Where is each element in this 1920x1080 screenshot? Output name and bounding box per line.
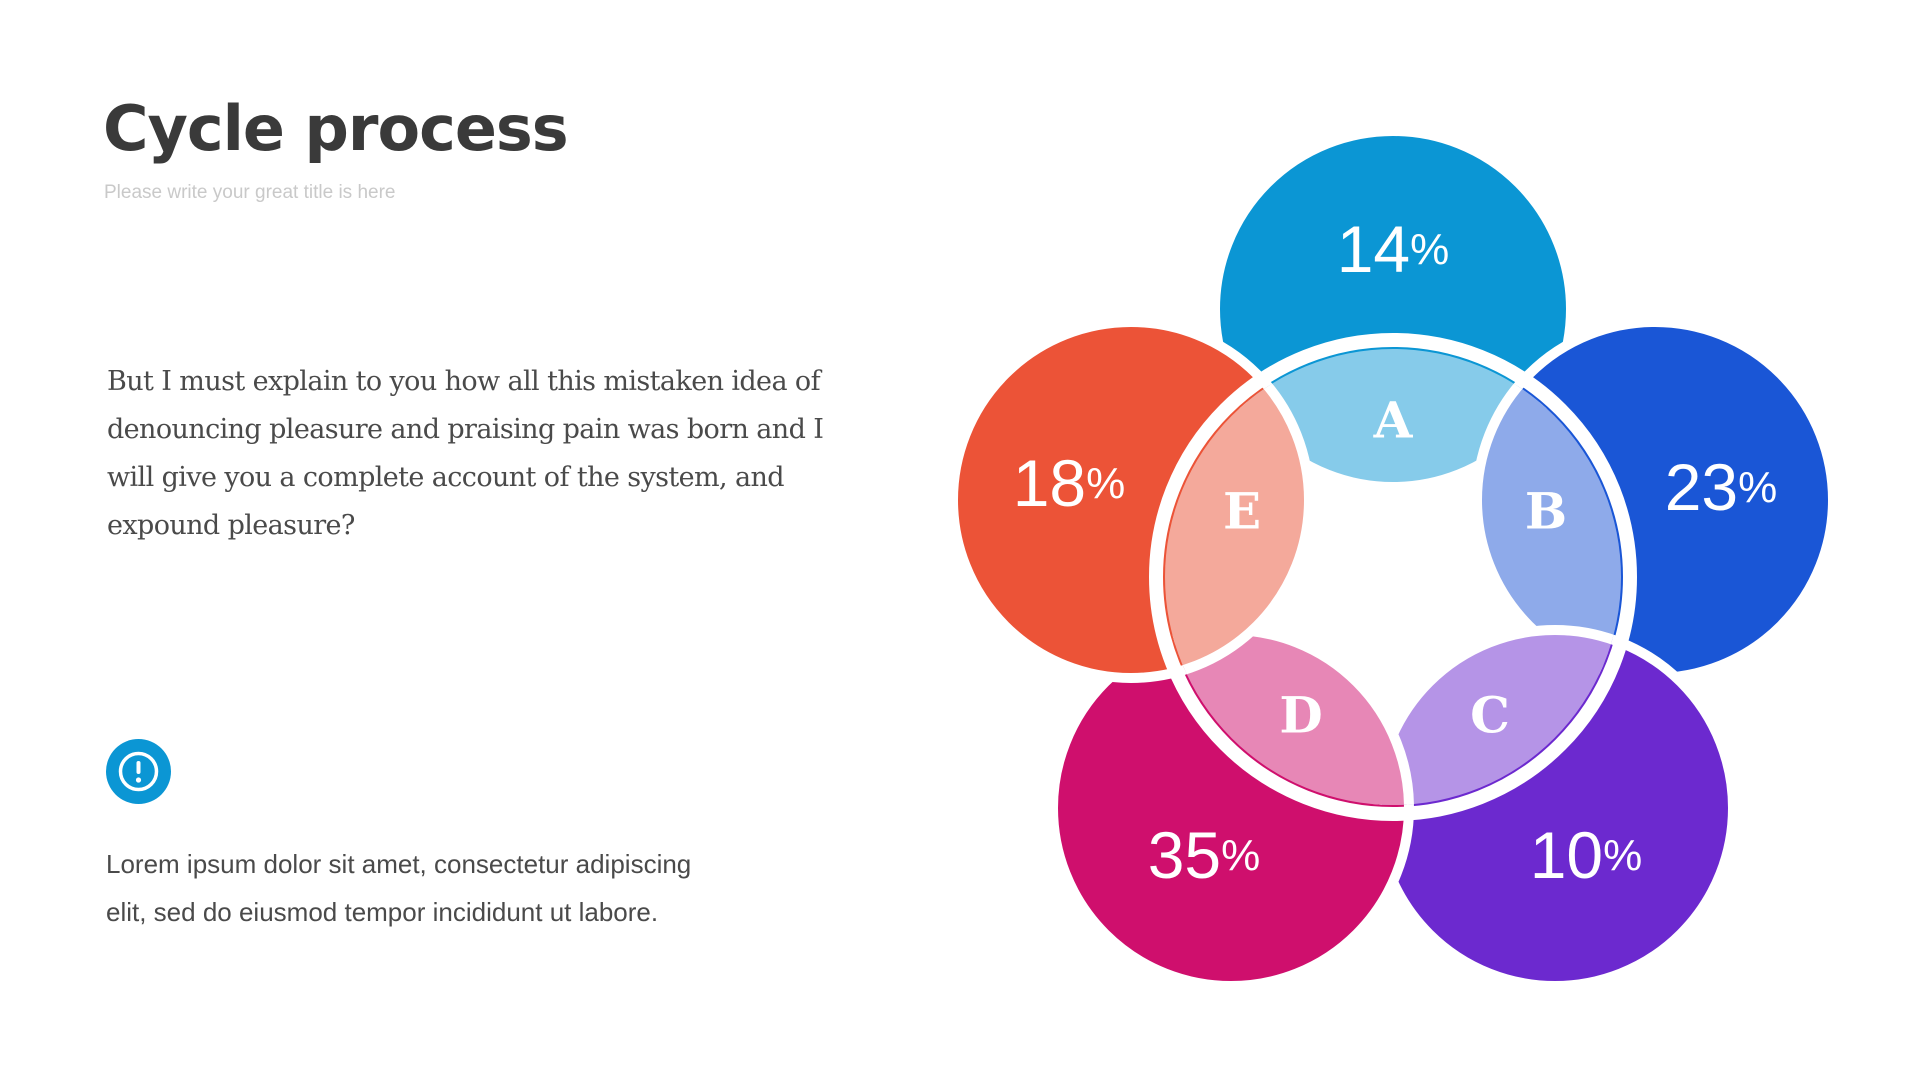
segment-letter-d: D (1279, 686, 1322, 745)
inner-petal-c (1372, 625, 1621, 805)
segment-letter-e: E (1223, 482, 1261, 541)
body-paragraph: Lorem ipsum dolor sit amet, consectetur … (106, 849, 692, 927)
intro-paragraph: But I must explain to you how all this m… (107, 366, 824, 541)
info-exclamation-icon (106, 739, 171, 804)
percent-label-d: 35% (1148, 818, 1261, 892)
segment-letter-c: C (1470, 686, 1510, 745)
segment-letter-b: B (1525, 482, 1567, 541)
percent-label-e: 18% (1013, 446, 1126, 520)
segment-letter-a: A (1373, 391, 1414, 450)
percent-label-a: 14% (1337, 212, 1450, 286)
percent-label-c: 10% (1530, 818, 1643, 892)
slide-title: Cycle process (103, 92, 569, 165)
slide-subtitle: Please write your great title is here (104, 182, 396, 203)
percent-label-b: 23% (1665, 450, 1778, 524)
inner-petal-a (1210, 349, 1576, 492)
